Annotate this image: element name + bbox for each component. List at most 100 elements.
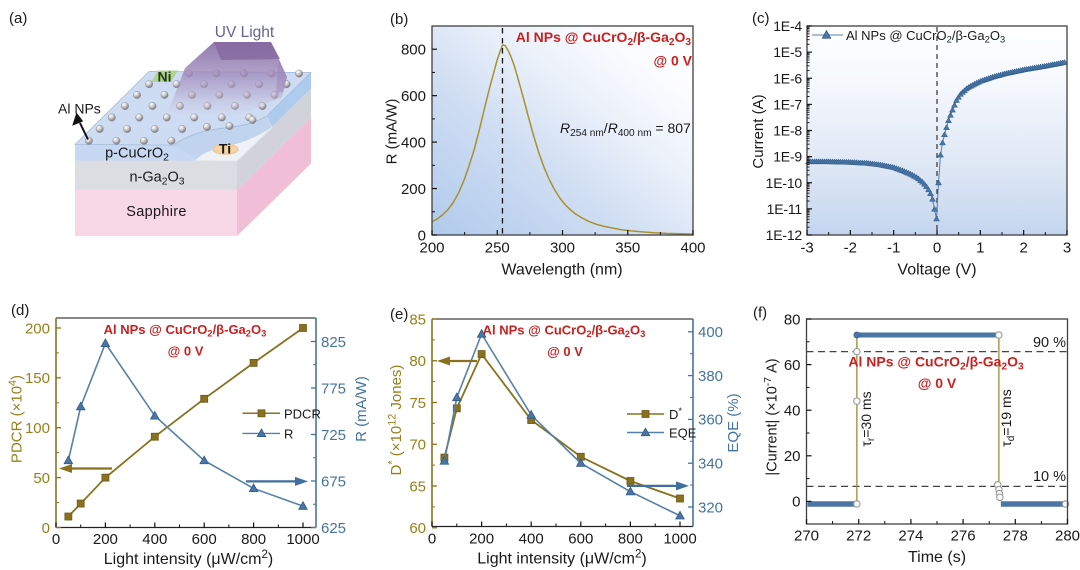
svg-text:n-Ga2O3: n-Ga2O3: [129, 170, 184, 188]
svg-text:300: 300: [550, 240, 575, 257]
svg-text:150: 150: [25, 370, 50, 387]
svg-text:400: 400: [698, 324, 723, 341]
svg-text:Voltage (V): Voltage (V): [897, 262, 976, 279]
svg-text:R (mA/W): R (mA/W): [384, 99, 401, 165]
svg-text:-1: -1: [887, 240, 900, 257]
svg-text:UV Light: UV Light: [215, 24, 275, 41]
svg-text:PDCR: PDCR: [284, 406, 321, 421]
svg-text:R254 nm/R400 nm = 807: R254 nm/R400 nm = 807: [560, 120, 691, 139]
svg-text:1000: 1000: [286, 531, 319, 548]
svg-text:(d): (d): [11, 302, 29, 319]
svg-text:40: 40: [784, 403, 801, 420]
svg-text:1000: 1000: [663, 531, 696, 548]
svg-text:320: 320: [698, 499, 723, 516]
svg-text:270: 270: [794, 528, 819, 545]
svg-text:800: 800: [618, 531, 643, 548]
svg-text:0: 0: [792, 494, 800, 511]
svg-text:350: 350: [615, 240, 640, 257]
svg-text:R: R: [284, 426, 293, 441]
svg-text:@ 0 V: @ 0 V: [168, 343, 204, 358]
svg-text:0: 0: [418, 227, 426, 244]
svg-text:p-CuCrO2: p-CuCrO2: [105, 146, 169, 164]
svg-text:Ni: Ni: [158, 69, 172, 85]
svg-text:400: 400: [401, 134, 426, 151]
svg-text:Al NPs: Al NPs: [58, 101, 101, 117]
svg-text:272: 272: [846, 528, 871, 545]
svg-text:2: 2: [1019, 240, 1027, 257]
svg-text:Ti: Ti: [219, 141, 231, 157]
svg-text:65: 65: [409, 478, 426, 495]
svg-text:0: 0: [42, 520, 50, 537]
svg-text:380: 380: [698, 368, 723, 385]
svg-text:360: 360: [698, 412, 723, 429]
svg-text:Light intensity (μW/cm2): Light intensity (μW/cm2): [104, 549, 273, 568]
svg-text:200: 200: [469, 531, 494, 548]
svg-text:280: 280: [1055, 528, 1080, 545]
svg-text:D* (×1012 Jones): D* (×1012 Jones): [386, 365, 405, 476]
svg-text:340: 340: [698, 456, 723, 473]
svg-text:675: 675: [321, 473, 346, 490]
svg-text:1E-11: 1E-11: [767, 201, 803, 217]
svg-text:Al NPs @ CuCrO2/β-Ga2O3: Al NPs @ CuCrO2/β-Ga2O3: [848, 354, 1024, 373]
svg-text:600: 600: [568, 531, 593, 548]
svg-text:600: 600: [401, 88, 426, 105]
svg-text:800: 800: [241, 531, 266, 548]
svg-text:276: 276: [951, 528, 976, 545]
svg-text:(b): (b): [390, 11, 408, 28]
svg-text:400: 400: [680, 240, 705, 257]
svg-text:200: 200: [93, 531, 118, 548]
svg-text:τd=19 ms: τd=19 ms: [998, 389, 1017, 446]
svg-text:-2: -2: [844, 240, 857, 257]
svg-text:600: 600: [192, 531, 217, 548]
svg-text:Al NPs @ CuCrO2/β-Ga2O3: Al NPs @ CuCrO2/β-Ga2O3: [483, 323, 646, 340]
svg-text:EQE: EQE: [669, 426, 697, 441]
svg-text:10 %: 10 %: [1033, 469, 1066, 485]
svg-text:D*: D*: [669, 405, 682, 422]
svg-text:1: 1: [976, 240, 984, 257]
svg-text:90 %: 90 %: [1033, 335, 1066, 351]
svg-text:274: 274: [898, 528, 923, 545]
svg-text:Al NPs @ CuCrO2/β-Ga2O3: Al NPs @ CuCrO2/β-Ga2O3: [104, 322, 267, 339]
svg-text:85: 85: [409, 311, 426, 328]
svg-text:200: 200: [401, 181, 426, 198]
svg-text:1E-12: 1E-12: [766, 227, 803, 243]
svg-text:Current (A): Current (A): [750, 94, 767, 168]
svg-text:Wavelength (nm): Wavelength (nm): [501, 262, 622, 279]
svg-text:60: 60: [784, 357, 801, 374]
svg-text:70: 70: [409, 437, 426, 454]
svg-text:825: 825: [321, 334, 346, 351]
svg-text:0: 0: [52, 531, 60, 548]
svg-text:(c): (c): [752, 10, 770, 27]
svg-text:75: 75: [409, 395, 426, 412]
svg-text:400: 400: [142, 531, 167, 548]
svg-text:1E-6: 1E-6: [773, 70, 802, 86]
svg-text:3: 3: [1063, 240, 1071, 257]
svg-text:1E-4: 1E-4: [773, 18, 802, 34]
svg-text:725: 725: [321, 427, 346, 444]
svg-text:775: 775: [321, 380, 346, 397]
svg-text:80: 80: [409, 353, 426, 370]
svg-text:200: 200: [25, 320, 50, 337]
svg-text:(f): (f): [753, 305, 767, 322]
svg-text:Al NPs @ CuCrO2/β-Ga2O3: Al NPs @ CuCrO2/β-Ga2O3: [846, 28, 1005, 45]
svg-text:400: 400: [519, 531, 544, 548]
svg-text:800: 800: [401, 42, 426, 59]
svg-text:625: 625: [321, 520, 346, 537]
svg-text:50: 50: [33, 470, 50, 487]
svg-text:Sapphire: Sapphire: [126, 204, 186, 220]
svg-text:@ 0 V: @ 0 V: [918, 375, 957, 391]
svg-text:EQE (%): EQE (%): [725, 393, 742, 452]
svg-text:@ 0 V: @ 0 V: [547, 344, 583, 359]
svg-text:278: 278: [1003, 528, 1028, 545]
svg-text:80: 80: [784, 311, 801, 328]
svg-text:1E-7: 1E-7: [773, 96, 802, 112]
svg-text:(a): (a): [9, 10, 27, 27]
svg-text:@ 0 V: @ 0 V: [653, 53, 692, 69]
svg-text:Light intensity (μW/cm2): Light intensity (μW/cm2): [477, 548, 646, 567]
svg-text:-3: -3: [800, 240, 813, 257]
svg-text:R (mA/W): R (mA/W): [353, 376, 370, 442]
svg-text:0: 0: [933, 240, 941, 257]
svg-text:250: 250: [485, 240, 510, 257]
svg-text:τr=30 ms: τr=30 ms: [858, 391, 877, 446]
svg-text:100: 100: [25, 420, 50, 437]
